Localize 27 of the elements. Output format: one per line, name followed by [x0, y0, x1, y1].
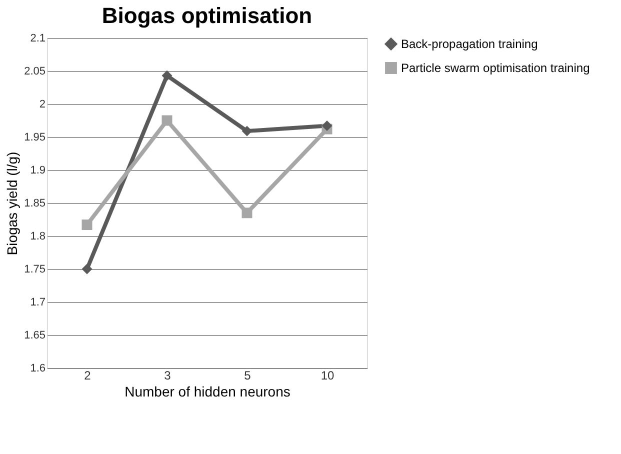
y-tick-label: 2.05	[24, 66, 46, 78]
x-tick-label: 2	[84, 368, 92, 382]
y-tick-label: 1.75	[24, 264, 46, 276]
x-tick-label: 5	[244, 368, 252, 382]
point	[82, 220, 92, 230]
y-tick-label: 2	[39, 98, 46, 110]
legend-label: Back-propagation training	[401, 37, 538, 51]
y-tick-label: 1.8	[30, 230, 46, 242]
legend-label: Particle swarm optimisation training	[401, 61, 590, 75]
x-tick-label: 10	[320, 368, 334, 382]
y-tick-label: 1.95	[24, 132, 46, 144]
point	[82, 264, 92, 274]
y-tick-label: 2.1	[30, 32, 46, 44]
point	[242, 126, 252, 136]
y-tick-label: 1.85	[24, 198, 46, 210]
y-tick-label: 1.65	[24, 330, 46, 342]
point	[242, 208, 252, 218]
y-tick-label: 1.7	[30, 296, 46, 308]
x-tick-label: 3	[164, 368, 172, 382]
y-tick-label: 1.6	[30, 362, 46, 374]
y-tick-label: 1.9	[30, 164, 46, 176]
point	[162, 70, 172, 81]
chart-title: Biogas optimisation	[102, 3, 312, 28]
y-axis-title: Biogas yield (l/g)	[4, 152, 20, 256]
x-axis-title: Number of hidden neurons	[124, 384, 290, 400]
point	[162, 115, 172, 126]
point	[322, 120, 332, 132]
